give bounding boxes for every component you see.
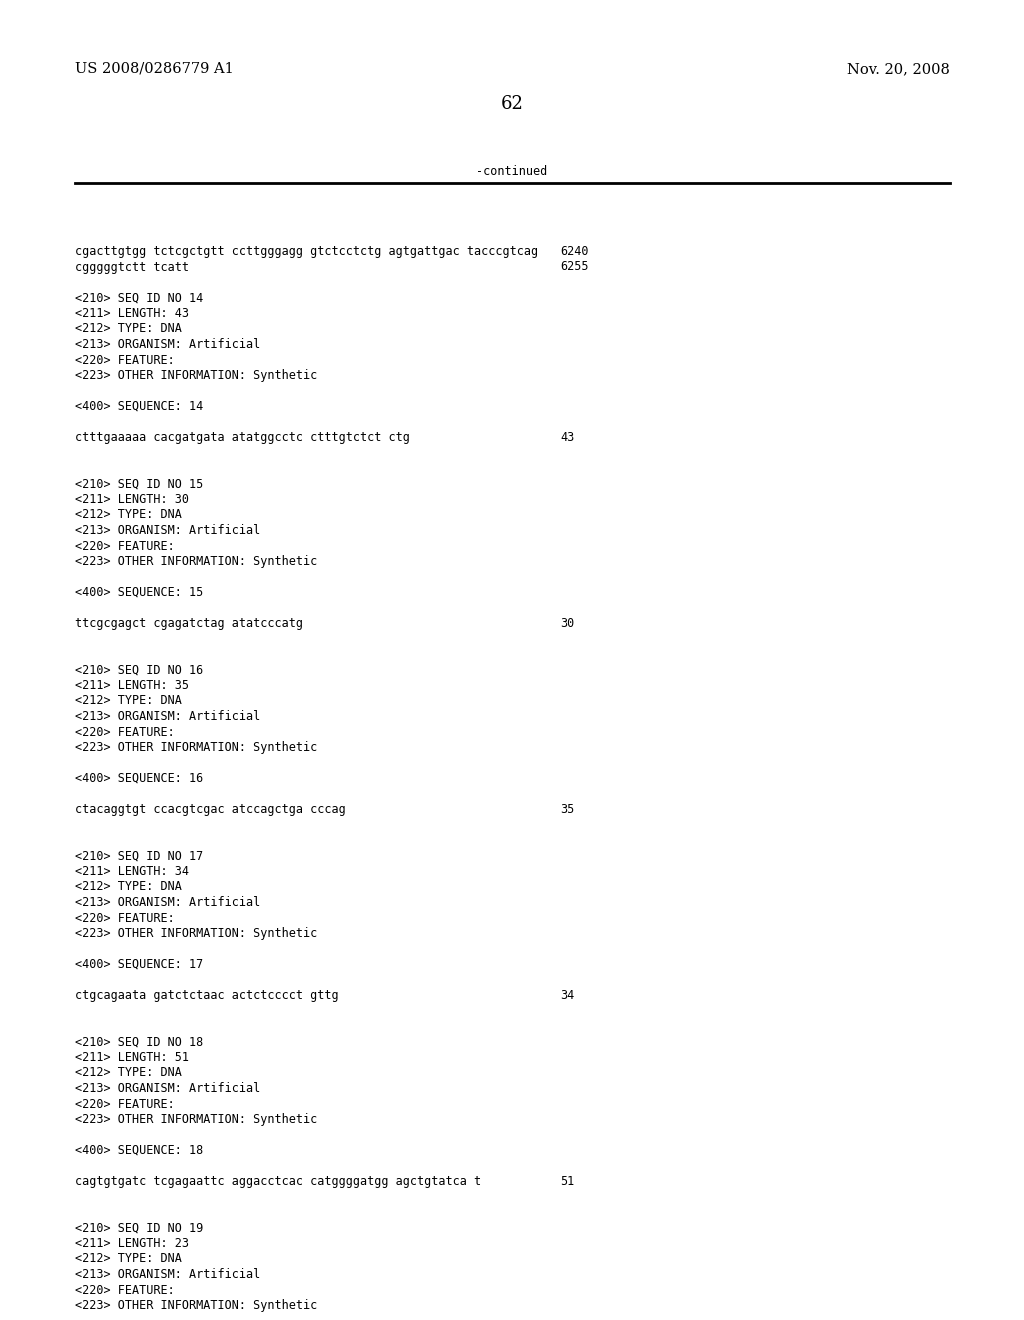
Text: <213> ORGANISM: Artificial: <213> ORGANISM: Artificial <box>75 710 260 723</box>
Text: <211> LENGTH: 23: <211> LENGTH: 23 <box>75 1237 189 1250</box>
Text: -continued: -continued <box>476 165 548 178</box>
Text: <400> SEQUENCE: 18: <400> SEQUENCE: 18 <box>75 1144 203 1158</box>
Text: <211> LENGTH: 35: <211> LENGTH: 35 <box>75 678 189 692</box>
Text: ttcgcgagct cgagatctag atatcccatg: ttcgcgagct cgagatctag atatcccatg <box>75 616 303 630</box>
Text: cagtgtgatc tcgagaattc aggacctcac catggggatgg agctgtatca t: cagtgtgatc tcgagaattc aggacctcac catgggg… <box>75 1175 481 1188</box>
Text: <400> SEQUENCE: 14: <400> SEQUENCE: 14 <box>75 400 203 413</box>
Text: <211> LENGTH: 34: <211> LENGTH: 34 <box>75 865 189 878</box>
Text: <211> LENGTH: 51: <211> LENGTH: 51 <box>75 1051 189 1064</box>
Text: <220> FEATURE:: <220> FEATURE: <box>75 912 175 924</box>
Text: <400> SEQUENCE: 15: <400> SEQUENCE: 15 <box>75 586 203 599</box>
Text: <212> TYPE: DNA: <212> TYPE: DNA <box>75 1067 182 1080</box>
Text: 62: 62 <box>501 95 523 114</box>
Text: <211> LENGTH: 30: <211> LENGTH: 30 <box>75 492 189 506</box>
Text: <220> FEATURE:: <220> FEATURE: <box>75 540 175 553</box>
Text: <211> LENGTH: 43: <211> LENGTH: 43 <box>75 308 189 319</box>
Text: <210> SEQ ID NO 17: <210> SEQ ID NO 17 <box>75 850 203 862</box>
Text: ctgcagaata gatctctaac actctcccct gttg: ctgcagaata gatctctaac actctcccct gttg <box>75 989 339 1002</box>
Text: <223> OTHER INFORMATION: Synthetic: <223> OTHER INFORMATION: Synthetic <box>75 554 317 568</box>
Text: 35: 35 <box>560 803 574 816</box>
Text: <213> ORGANISM: Artificial: <213> ORGANISM: Artificial <box>75 896 260 909</box>
Text: 43: 43 <box>560 432 574 444</box>
Text: <213> ORGANISM: Artificial: <213> ORGANISM: Artificial <box>75 1269 260 1280</box>
Text: <400> SEQUENCE: 17: <400> SEQUENCE: 17 <box>75 958 203 972</box>
Text: <213> ORGANISM: Artificial: <213> ORGANISM: Artificial <box>75 338 260 351</box>
Text: <212> TYPE: DNA: <212> TYPE: DNA <box>75 1253 182 1266</box>
Text: US 2008/0286779 A1: US 2008/0286779 A1 <box>75 62 233 77</box>
Text: 6255: 6255 <box>560 260 589 273</box>
Text: <220> FEATURE:: <220> FEATURE: <box>75 1097 175 1110</box>
Text: <212> TYPE: DNA: <212> TYPE: DNA <box>75 508 182 521</box>
Text: cgggggtctt tcatt: cgggggtctt tcatt <box>75 260 189 273</box>
Text: <220> FEATURE:: <220> FEATURE: <box>75 1283 175 1296</box>
Text: <210> SEQ ID NO 16: <210> SEQ ID NO 16 <box>75 664 203 676</box>
Text: <223> OTHER INFORMATION: Synthetic: <223> OTHER INFORMATION: Synthetic <box>75 370 317 381</box>
Text: 30: 30 <box>560 616 574 630</box>
Text: <210> SEQ ID NO 18: <210> SEQ ID NO 18 <box>75 1035 203 1048</box>
Text: ctttgaaaaa cacgatgata atatggcctc ctttgtctct ctg: ctttgaaaaa cacgatgata atatggcctc ctttgtc… <box>75 432 410 444</box>
Text: <212> TYPE: DNA: <212> TYPE: DNA <box>75 880 182 894</box>
Text: <212> TYPE: DNA: <212> TYPE: DNA <box>75 694 182 708</box>
Text: <210> SEQ ID NO 14: <210> SEQ ID NO 14 <box>75 292 203 305</box>
Text: <210> SEQ ID NO 15: <210> SEQ ID NO 15 <box>75 478 203 491</box>
Text: <213> ORGANISM: Artificial: <213> ORGANISM: Artificial <box>75 1082 260 1096</box>
Text: <220> FEATURE:: <220> FEATURE: <box>75 726 175 738</box>
Text: <223> OTHER INFORMATION: Synthetic: <223> OTHER INFORMATION: Synthetic <box>75 1113 317 1126</box>
Text: 51: 51 <box>560 1175 574 1188</box>
Text: Nov. 20, 2008: Nov. 20, 2008 <box>847 62 950 77</box>
Text: <400> SEQUENCE: 16: <400> SEQUENCE: 16 <box>75 772 203 785</box>
Text: <212> TYPE: DNA: <212> TYPE: DNA <box>75 322 182 335</box>
Text: <210> SEQ ID NO 19: <210> SEQ ID NO 19 <box>75 1221 203 1234</box>
Text: <220> FEATURE:: <220> FEATURE: <box>75 354 175 367</box>
Text: <223> OTHER INFORMATION: Synthetic: <223> OTHER INFORMATION: Synthetic <box>75 1299 317 1312</box>
Text: 6240: 6240 <box>560 246 589 257</box>
Text: <223> OTHER INFORMATION: Synthetic: <223> OTHER INFORMATION: Synthetic <box>75 927 317 940</box>
Text: <213> ORGANISM: Artificial: <213> ORGANISM: Artificial <box>75 524 260 537</box>
Text: ctacaggtgt ccacgtcgac atccagctga cccag: ctacaggtgt ccacgtcgac atccagctga cccag <box>75 803 346 816</box>
Text: 34: 34 <box>560 989 574 1002</box>
Text: cgacttgtgg tctcgctgtt ccttgggagg gtctcctctg agtgattgac tacccgtcag: cgacttgtgg tctcgctgtt ccttgggagg gtctcct… <box>75 246 539 257</box>
Text: <223> OTHER INFORMATION: Synthetic: <223> OTHER INFORMATION: Synthetic <box>75 741 317 754</box>
